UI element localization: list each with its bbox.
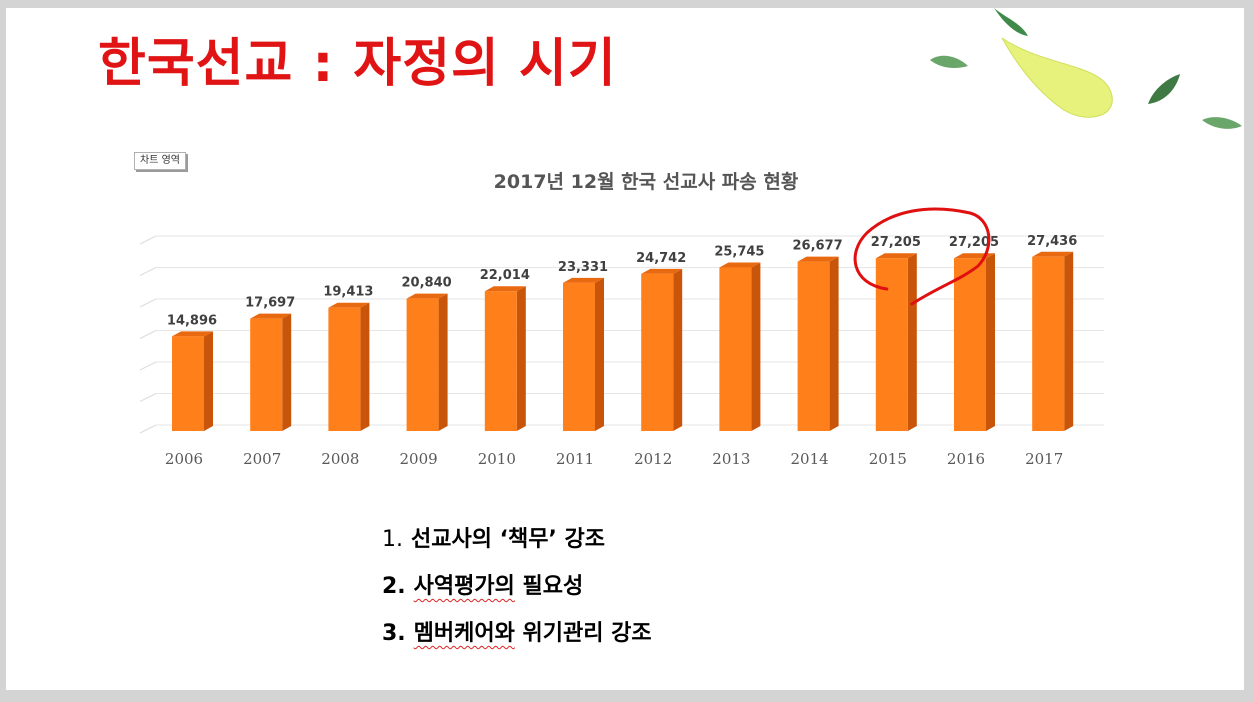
bar-top: [250, 313, 292, 319]
bar-2013: 25,745: [714, 245, 764, 431]
x-tick-label: 2007: [243, 450, 281, 468]
bar-top: [172, 331, 213, 337]
bar-top: [563, 277, 604, 283]
bar-front: [875, 258, 908, 431]
bar-data-label: 17,697: [245, 296, 295, 311]
x-tick-label: 2011: [556, 450, 594, 468]
point-item: 1. 선교사의 ‘책무’ 강조: [382, 520, 652, 567]
bar-front: [719, 267, 752, 431]
bar-front: [563, 282, 595, 431]
bar-data-label: 19,413: [323, 285, 373, 300]
bar-side: [595, 277, 604, 431]
bar-2006: 14,896: [167, 313, 217, 431]
point-number: 1.: [382, 527, 403, 552]
bar-2007: 17,697: [245, 296, 295, 431]
x-tick-label: 2017: [1025, 450, 1063, 468]
bar-data-label: 22,014: [480, 268, 530, 283]
gridline-depth: [139, 235, 157, 245]
x-axis-labels: 2006 2007 2008 2009 2010 2011 2012 2013 2014 2015…: [165, 450, 1063, 468]
chart-title: 2017년 12월 한국 선교사 파송 현황: [494, 170, 799, 193]
bar-top: [641, 268, 683, 274]
bar-2008: 19,413: [323, 285, 373, 431]
bar-side: [673, 268, 683, 431]
bar-side: [751, 262, 761, 431]
bar-series: 14,896 17,697 19,413 20,840 22,014 23,331 24,7…: [167, 234, 1077, 431]
bar-2009: 20,840: [402, 276, 452, 431]
chart-area-tooltip: 차트 영역: [134, 152, 186, 170]
point-text: 선교사의 ‘책무’ 강조: [411, 527, 605, 552]
bar-top: [484, 286, 526, 292]
x-tick-label: 2014: [791, 450, 829, 468]
bar-data-label: 27,205: [949, 235, 999, 250]
bar-chart: 2017년 12월 한국 선교사 파송 현황 14,896 17,697 19,41…: [139, 170, 1104, 468]
x-tick-label: 2015: [869, 450, 907, 468]
bar-side: [438, 293, 448, 431]
bar-data-label: 14,896: [167, 313, 217, 328]
x-tick-label: 2012: [634, 450, 672, 468]
bar-data-label: 20,840: [402, 276, 452, 291]
bar-front: [641, 273, 674, 431]
bar-side: [516, 286, 526, 431]
gridline-depth: [139, 424, 157, 434]
point-text-spellcheck: 사역평가의: [413, 574, 515, 599]
bar-side: [829, 256, 839, 431]
gridline-depth: [139, 267, 157, 276]
point-text: 필요성: [514, 574, 584, 599]
bar-front: [406, 298, 439, 431]
gridline-depth: [139, 298, 157, 308]
bar-front: [250, 318, 283, 431]
bar-side: [907, 253, 917, 431]
x-tick-label: 2006: [165, 450, 203, 468]
bar-side: [204, 331, 213, 431]
bar-2015: 27,205: [871, 235, 921, 431]
chart-gridlines: [139, 235, 1104, 434]
x-tick-label: 2008: [321, 450, 359, 468]
bar-top: [875, 253, 917, 259]
bar-data-label: 24,742: [636, 251, 686, 266]
point-item: 2. 사역평가의 필요성: [382, 567, 652, 614]
x-tick-label: 2013: [712, 450, 750, 468]
point-text: 위기관리 강조: [514, 621, 652, 646]
bar-side: [1064, 251, 1074, 431]
bar-data-label: 27,436: [1027, 234, 1077, 249]
bar-top: [797, 256, 839, 262]
highlight-annotation: [853, 207, 991, 306]
bar-front: [797, 261, 830, 431]
point-number: 3.: [382, 621, 406, 646]
bar-2010: 22,014: [480, 268, 530, 431]
bar-front: [954, 258, 986, 431]
slide: 한국선교 : 자정의 시기 차트 영역 2017년 12월 한국 선교사 파송 …: [6, 8, 1244, 690]
gridline-depth: [139, 361, 157, 371]
bar-side: [986, 253, 995, 431]
bar-front: [484, 291, 517, 431]
bar-2017: 27,436: [1027, 234, 1077, 431]
key-points: 1. 선교사의 ‘책무’ 강조 2. 사역평가의 필요성 3. 멤버케어와 위기관리 …: [382, 520, 652, 661]
bar-2012: 24,742: [636, 251, 686, 431]
bar-data-label: 25,745: [714, 245, 764, 260]
x-tick-label: 2016: [947, 450, 985, 468]
bar-side: [282, 313, 292, 431]
bar-front: [172, 336, 204, 431]
bar-top: [719, 262, 761, 268]
bar-data-label: 26,677: [793, 239, 843, 254]
slide-title: 한국선교 : 자정의 시기: [98, 34, 617, 94]
point-text-spellcheck: 멤버케어와: [413, 621, 515, 646]
bar-top: [406, 293, 448, 299]
bar-data-label: 23,331: [558, 260, 608, 275]
bar-2011: 23,331: [558, 260, 608, 431]
bar-front: [1032, 256, 1065, 431]
bar-data-label: 27,205: [871, 235, 921, 250]
bar-2014: 26,677: [793, 239, 843, 431]
bar-top: [328, 302, 370, 308]
bar-side: [360, 302, 370, 431]
bar-2016: 27,205: [949, 235, 999, 431]
point-number: 2.: [382, 574, 406, 599]
x-tick-label: 2010: [478, 450, 516, 468]
point-item: 3. 멤버케어와 위기관리 강조: [382, 614, 652, 661]
bar-front: [328, 307, 361, 431]
gridline-depth: [139, 330, 157, 339]
gridline-depth: [139, 393, 157, 402]
bar-top: [1032, 251, 1074, 257]
x-tick-label: 2009: [400, 450, 438, 468]
